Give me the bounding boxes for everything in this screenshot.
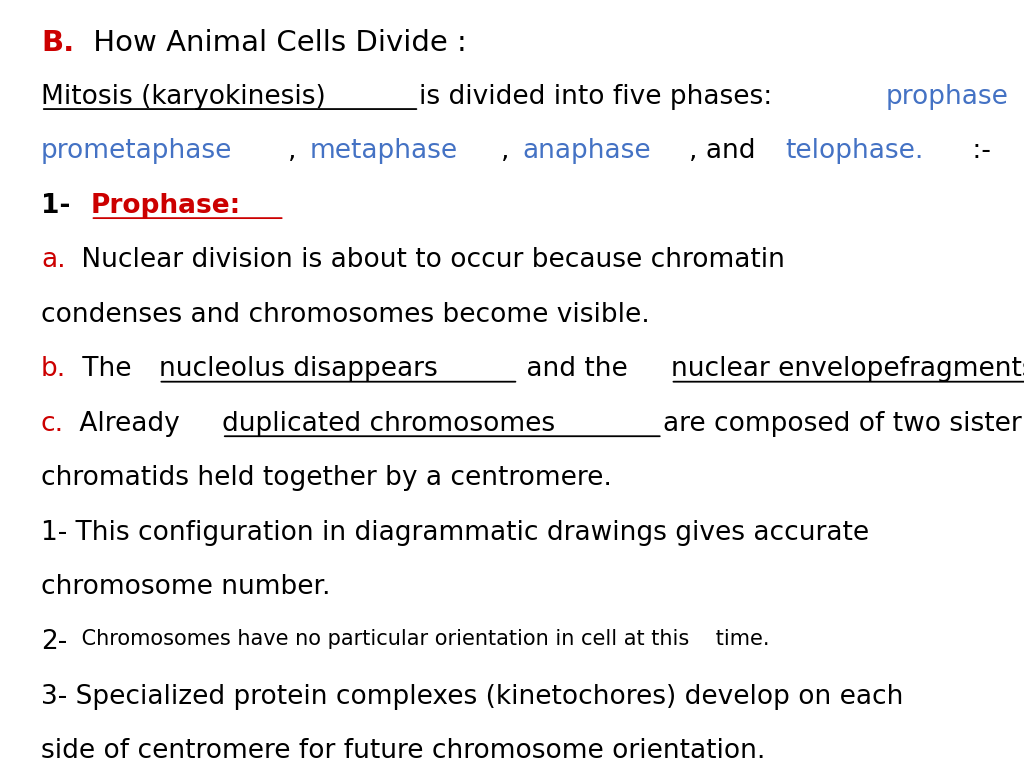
Text: anaphase: anaphase xyxy=(522,138,651,164)
Text: side of centromere for future chromosome orientation.: side of centromere for future chromosome… xyxy=(41,738,765,764)
Text: chromosome number.: chromosome number. xyxy=(41,574,331,601)
Text: Mitosis (karyokinesis): Mitosis (karyokinesis) xyxy=(41,84,334,110)
Text: chromatids held together by a centromere.: chromatids held together by a centromere… xyxy=(41,465,611,492)
Text: :-: :- xyxy=(964,138,990,164)
Text: prometaphase: prometaphase xyxy=(41,138,232,164)
Text: and the: and the xyxy=(518,356,636,382)
Text: The: The xyxy=(74,356,139,382)
Text: condenses and chromosomes become visible.: condenses and chromosomes become visible… xyxy=(41,302,649,328)
Text: Already: Already xyxy=(71,411,188,437)
Text: B.: B. xyxy=(41,29,74,57)
Text: a.: a. xyxy=(41,247,66,273)
Text: 3- Specialized protein complexes (kinetochores) develop on each: 3- Specialized protein complexes (kineto… xyxy=(41,684,903,710)
Text: metaphase: metaphase xyxy=(309,138,458,164)
Text: 1-: 1- xyxy=(41,193,80,219)
Text: 2-: 2- xyxy=(41,629,68,655)
Text: prophase: prophase xyxy=(886,84,1009,110)
Text: , and: , and xyxy=(688,138,764,164)
Text: Nuclear division is about to occur because chromatin: Nuclear division is about to occur becau… xyxy=(73,247,784,273)
Text: nuclear envelopefragments.: nuclear envelopefragments. xyxy=(671,356,1024,382)
Text: nucleolus disappears: nucleolus disappears xyxy=(159,356,437,382)
Text: are composed of two sister: are composed of two sister xyxy=(663,411,1021,437)
Text: ,: , xyxy=(501,138,518,164)
Text: ,: , xyxy=(288,138,305,164)
Text: b.: b. xyxy=(41,356,67,382)
Text: duplicated chromosomes: duplicated chromosomes xyxy=(222,411,563,437)
Text: Prophase:: Prophase: xyxy=(91,193,241,219)
Text: Chromosomes have no particular orientation in cell at this    time.: Chromosomes have no particular orientati… xyxy=(75,629,769,649)
Text: c.: c. xyxy=(41,411,65,437)
Text: 1- This configuration in diagrammatic drawings gives accurate: 1- This configuration in diagrammatic dr… xyxy=(41,520,869,546)
Text: How Animal Cells Divide :: How Animal Cells Divide : xyxy=(84,29,467,57)
Text: is divided into five phases:: is divided into five phases: xyxy=(419,84,781,110)
Text: telophase.: telophase. xyxy=(785,138,924,164)
